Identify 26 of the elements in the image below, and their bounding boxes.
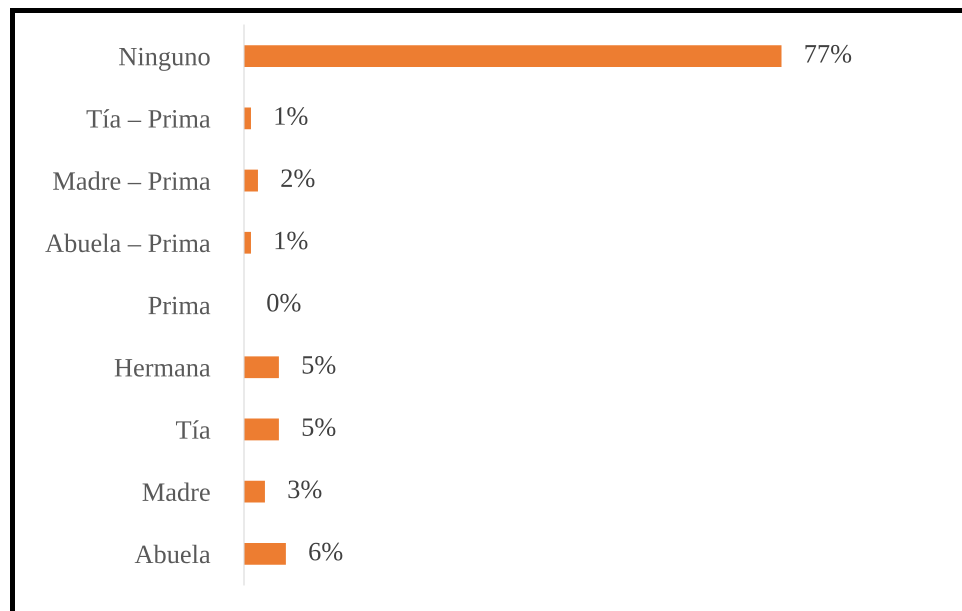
bar <box>244 45 782 67</box>
y-tick-label: Hermana <box>114 359 210 377</box>
bar <box>244 480 265 503</box>
bar <box>244 170 258 192</box>
data-label: 2% <box>281 169 314 188</box>
data-label: 3% <box>288 480 322 498</box>
bar <box>244 107 251 130</box>
y-tick-label: Tía <box>176 420 210 439</box>
data-label: 77% <box>805 44 852 63</box>
data-label: 1% <box>276 107 308 126</box>
bar <box>244 543 286 565</box>
y-tick-label: Abuela – Prima <box>45 234 210 252</box>
bar <box>244 232 251 254</box>
y-tick-label: Ninguno <box>119 48 210 71</box>
data-label: 5% <box>302 418 336 436</box>
data-label: 6% <box>309 542 342 561</box>
y-tick-label: Prima <box>148 296 210 314</box>
y-tick-label: Tía – Prima <box>86 109 210 128</box>
y-tick-label: Madre – Prima <box>53 171 210 190</box>
data-label: 0% <box>267 294 300 312</box>
bar <box>244 418 279 440</box>
y-tick-label: Madre <box>142 482 210 502</box>
data-label: 5% <box>302 356 336 374</box>
y-tick-label: Abuela <box>134 544 210 564</box>
data-label: 1% <box>276 232 308 250</box>
bar <box>244 356 279 378</box>
